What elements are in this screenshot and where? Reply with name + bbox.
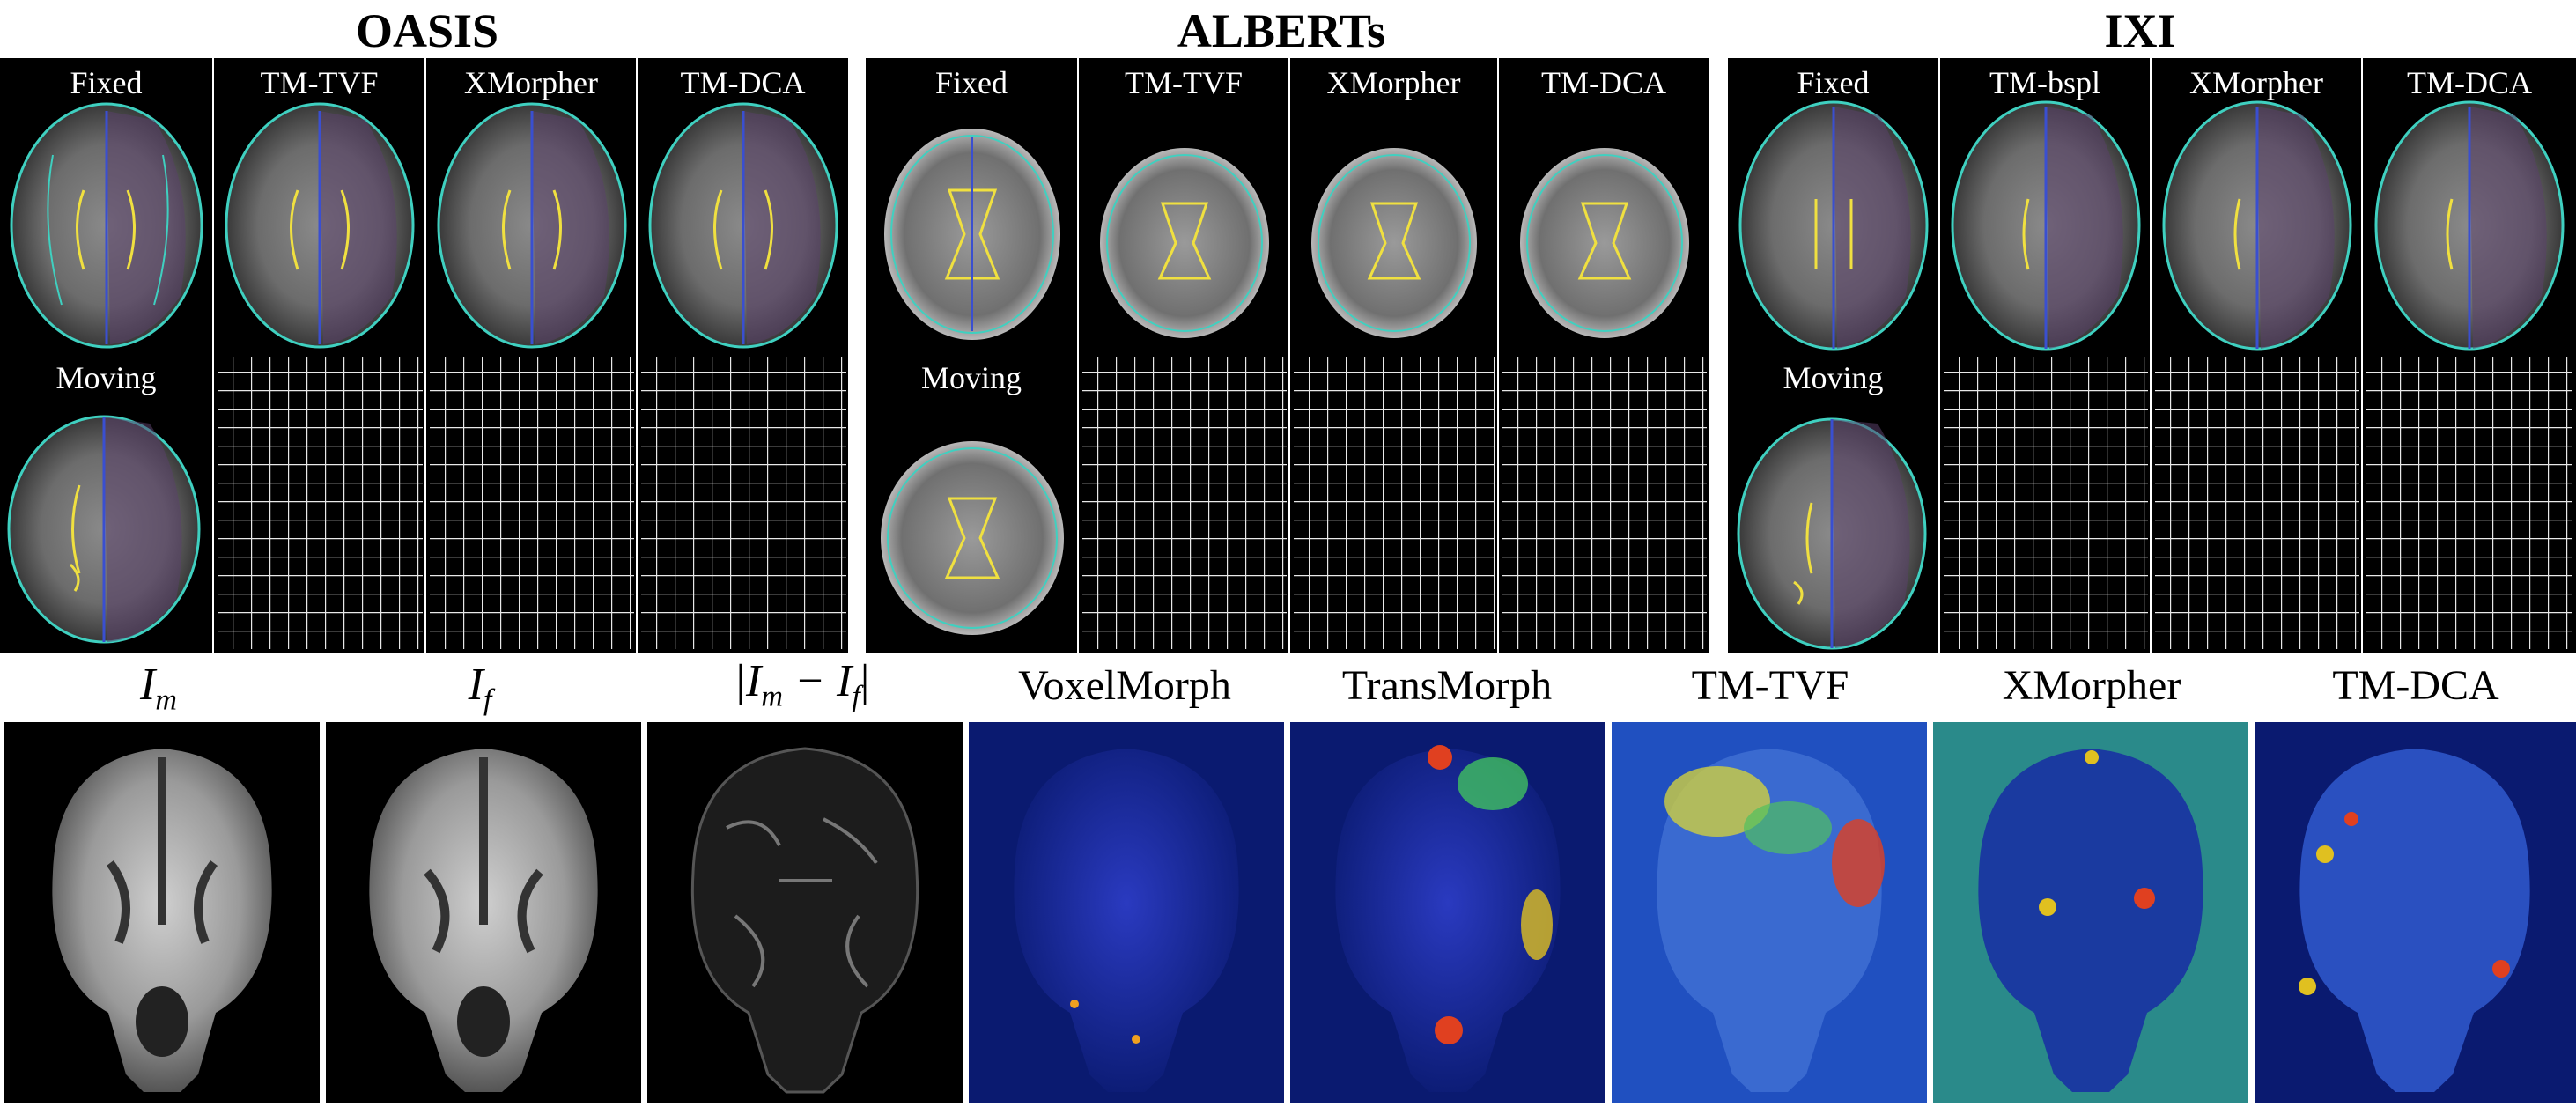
panel-difference: [647, 722, 963, 1103]
label-if: If: [468, 660, 492, 717]
brain-axial-image: [2374, 100, 2565, 351]
infant-brain-image: [881, 441, 1064, 635]
infant-brain-image: [884, 129, 1060, 340]
brain-axial-image: [648, 102, 838, 349]
deformation-grid-ixi-xmorpher: [2152, 353, 2363, 653]
label-alberts-xmorpher: XMorpher: [1326, 65, 1461, 100]
panel-oasis-fixed: Fixed: [0, 58, 214, 353]
panel-alberts-tm-dca: TM-DCA: [1499, 58, 1710, 353]
panel-moving-coronal: [4, 722, 320, 1103]
brain-axial-image: [1951, 100, 2141, 351]
brain-axial-image: [1737, 417, 1927, 650]
label-alberts-fixed: Fixed: [934, 65, 1008, 100]
panel-oasis-moving: Moving: [0, 353, 214, 653]
label-alberts-tm-dca: TM-DCA: [1541, 65, 1666, 100]
brain-axial-image: [10, 102, 203, 349]
panel-alberts-xmorpher: XMorpher: [1290, 58, 1499, 353]
heatmap-xmorpher: [1933, 722, 2248, 1103]
deformation-grid-alberts-xmorpher: [1290, 353, 1499, 653]
brain-axial-image: [1738, 100, 1929, 351]
panel-ixi-fixed: Fixed: [1728, 58, 1940, 353]
label-ixi-fixed: Fixed: [1797, 65, 1870, 100]
coronal-brain-image: [52, 749, 272, 1092]
brain-axial-image: [7, 415, 201, 644]
deformation-grid-alberts-tm-tvf: [1079, 353, 1290, 653]
panel-ixi-xmorpher: XMorpher: [2152, 58, 2363, 353]
panel-ixi-tm-dca: TM-DCA: [2363, 58, 2576, 353]
deformation-grid-alberts-tm-dca: [1499, 353, 1710, 653]
panel-oasis-tm-tvf: TM-TVF: [214, 58, 426, 353]
heatmap-image: [1933, 722, 2248, 1103]
label-im: Im: [140, 660, 177, 717]
brain-axial-image: [437, 102, 627, 349]
difference-image: [690, 747, 919, 1094]
label-transmorph: TransMorph: [1341, 662, 1553, 709]
heatmap-image: [1612, 722, 1927, 1103]
label-ixi-xmorpher: XMorpher: [2189, 65, 2323, 100]
group-title-alberts: ALBERTs: [1177, 4, 1386, 57]
label-alberts-tm-tvf: TM-TVF: [1125, 65, 1243, 100]
label-voxelmorph: VoxelMorph: [1018, 662, 1231, 709]
brain-axial-image: [2162, 100, 2352, 351]
group-title-ixi: IXI: [2104, 4, 2176, 57]
group-title-oasis: OASIS: [355, 4, 499, 57]
label-ixi-moving: Moving: [1783, 360, 1884, 395]
label-oasis-tm-dca: TM-DCA: [680, 65, 806, 100]
heatmap-image: [1014, 749, 1239, 1092]
label-difference: |Im − If|: [733, 656, 870, 713]
label-oasis-moving: Moving: [55, 360, 157, 395]
heatmap-transmorph: [1290, 722, 1605, 1103]
heatmap-tm-tvf: [1612, 722, 1927, 1103]
label-bottom-xmorpher: XMorpher: [2002, 662, 2181, 709]
heatmap-image: [2299, 749, 2530, 1092]
heatmap-tm-dca: [2255, 722, 2576, 1103]
infant-brain-image: [1520, 148, 1689, 338]
deformation-grid-oasis-tm-dca: [638, 353, 850, 653]
panel-alberts-moving: Moving: [866, 353, 1079, 653]
label-ixi-tm-bspl: TM-bspl: [1989, 65, 2100, 100]
panel-oasis-tm-dca: TM-DCA: [638, 58, 850, 353]
label-oasis-tm-tvf: TM-TVF: [260, 65, 379, 100]
deformation-grid-ixi-tm-dca: [2363, 353, 2576, 653]
panel-alberts-fixed: Fixed: [866, 58, 1079, 353]
heatmap-voxelmorph: [969, 722, 1284, 1103]
label-bottom-tm-tvf: TM-TVF: [1691, 662, 1849, 709]
label-ixi-tm-dca: TM-DCA: [2407, 65, 2532, 100]
deformation-grid-ixi-tm-bspl: [1940, 353, 2152, 653]
deformation-grid-oasis-tm-tvf: [214, 353, 426, 653]
label-oasis-xmorpher: XMorpher: [464, 65, 598, 100]
infant-brain-image: [1311, 148, 1477, 338]
heatmap-image: [1335, 745, 1561, 1092]
panel-fixed-coronal: [326, 722, 641, 1103]
brain-axial-image: [225, 102, 415, 349]
panel-ixi-tm-bspl: TM-bspl: [1940, 58, 2152, 353]
panel-oasis-xmorpher: XMorpher: [426, 58, 638, 353]
label-oasis-fixed: Fixed: [70, 65, 143, 100]
panel-ixi-moving: Moving: [1728, 353, 1940, 653]
label-bottom-tm-dca: TM-DCA: [2332, 662, 2499, 709]
panel-alberts-tm-tvf: TM-TVF: [1079, 58, 1290, 353]
label-alberts-moving: Moving: [920, 360, 1022, 395]
coronal-brain-image: [369, 749, 598, 1092]
deformation-grid-oasis-xmorpher: [426, 353, 638, 653]
infant-brain-image: [1100, 148, 1269, 338]
